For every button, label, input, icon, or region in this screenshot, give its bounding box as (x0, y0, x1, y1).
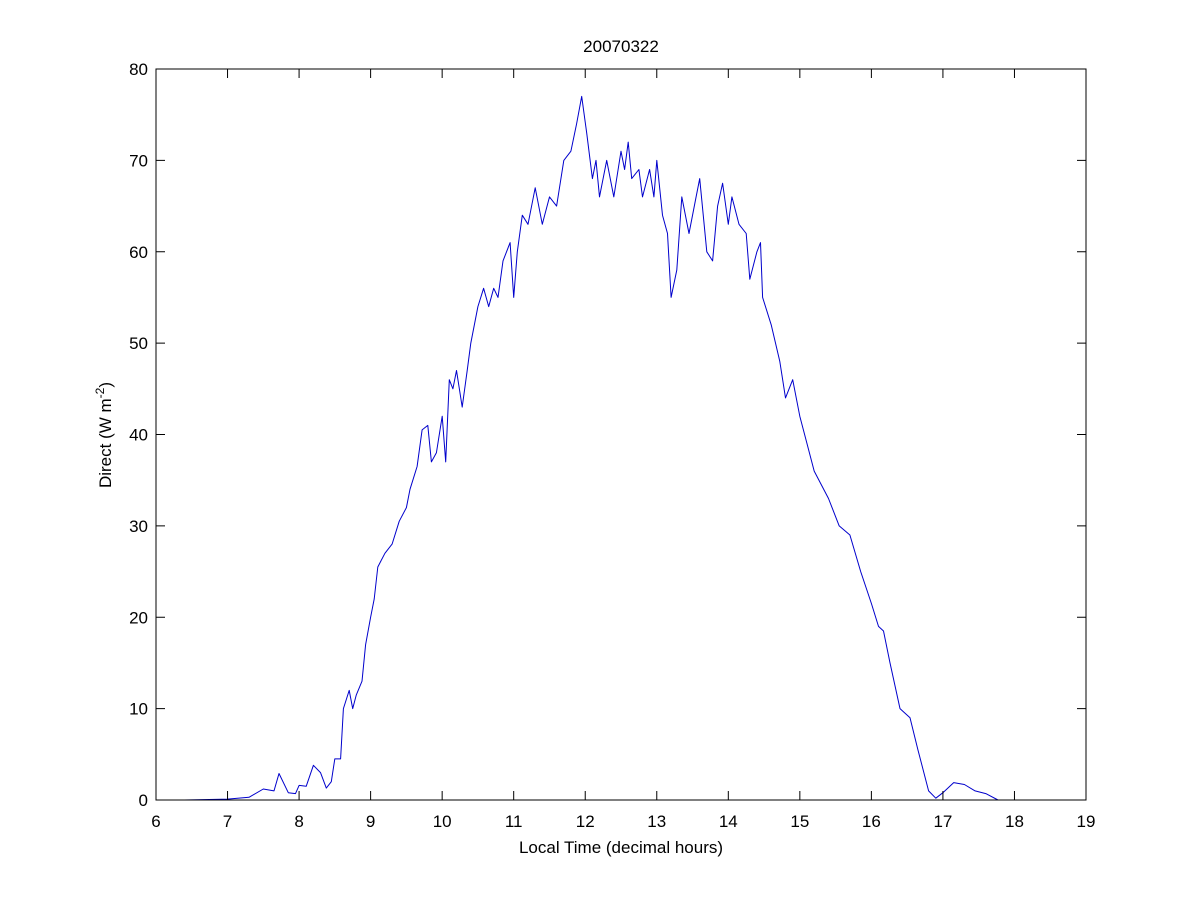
x-tick-label: 15 (790, 812, 809, 831)
y-tick-label: 10 (129, 700, 148, 719)
x-tick-label: 10 (433, 812, 452, 831)
x-tick-label: 12 (576, 812, 595, 831)
chart-title: 20070322 (583, 37, 659, 56)
y-tick-label: 0 (139, 791, 148, 810)
plot-frame (155, 68, 1087, 801)
x-tick-label: 13 (647, 812, 666, 831)
x-tick-label: 18 (1005, 812, 1024, 831)
y-tick-label: 50 (129, 334, 148, 353)
y-tick-label: 40 (129, 426, 148, 445)
x-tick-label: 7 (223, 812, 232, 831)
x-axis-label: Local Time (decimal hours) (519, 838, 723, 857)
y-tick-label: 80 (129, 60, 148, 79)
x-tick-label: 6 (151, 812, 160, 831)
x-tick-label: 11 (505, 812, 523, 831)
y-tick-label: 20 (129, 608, 148, 627)
x-tick-label: 8 (294, 812, 303, 831)
series-line-direct (184, 95, 999, 801)
x-tick-label: 16 (862, 812, 881, 831)
y-axis-label: Direct (W m-2) (93, 382, 115, 488)
y-tick-label: 60 (129, 243, 148, 262)
y-tick-label: 70 (129, 151, 148, 170)
x-tick-label: 14 (719, 812, 738, 831)
y-tick-label: 30 (129, 517, 148, 536)
x-tick-label: 19 (1077, 812, 1096, 831)
x-tick-label: 9 (366, 812, 375, 831)
x-tick-label: 17 (933, 812, 952, 831)
